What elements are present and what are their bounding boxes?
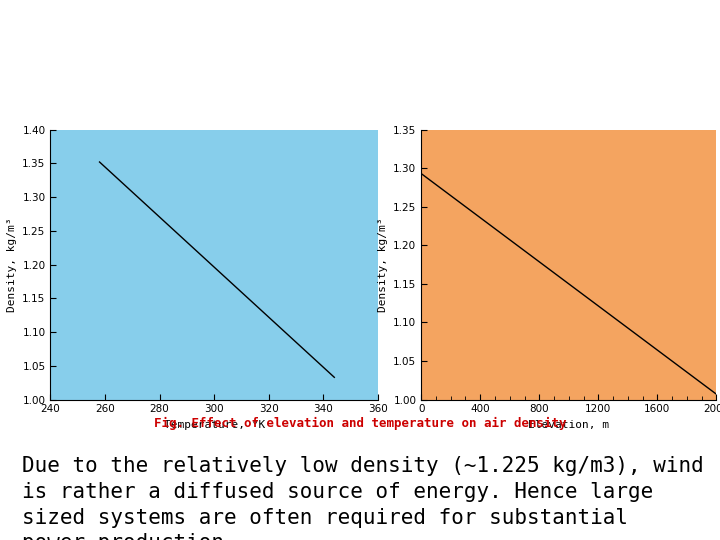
X-axis label: Elevation, m: Elevation, m — [528, 420, 609, 430]
Text: Fig. Effect of elevation and temperature on air density: Fig. Effect of elevation and temperature… — [154, 417, 566, 430]
Text: Due to the relatively low density (~1.225 kg/m3), wind
is rather a diffused sour: Due to the relatively low density (~1.22… — [22, 456, 703, 540]
Y-axis label: Density, kg/m³: Density, kg/m³ — [6, 217, 17, 312]
Y-axis label: Density, kg/m³: Density, kg/m³ — [377, 217, 387, 312]
X-axis label: Temperature, °K: Temperature, °K — [163, 420, 265, 430]
